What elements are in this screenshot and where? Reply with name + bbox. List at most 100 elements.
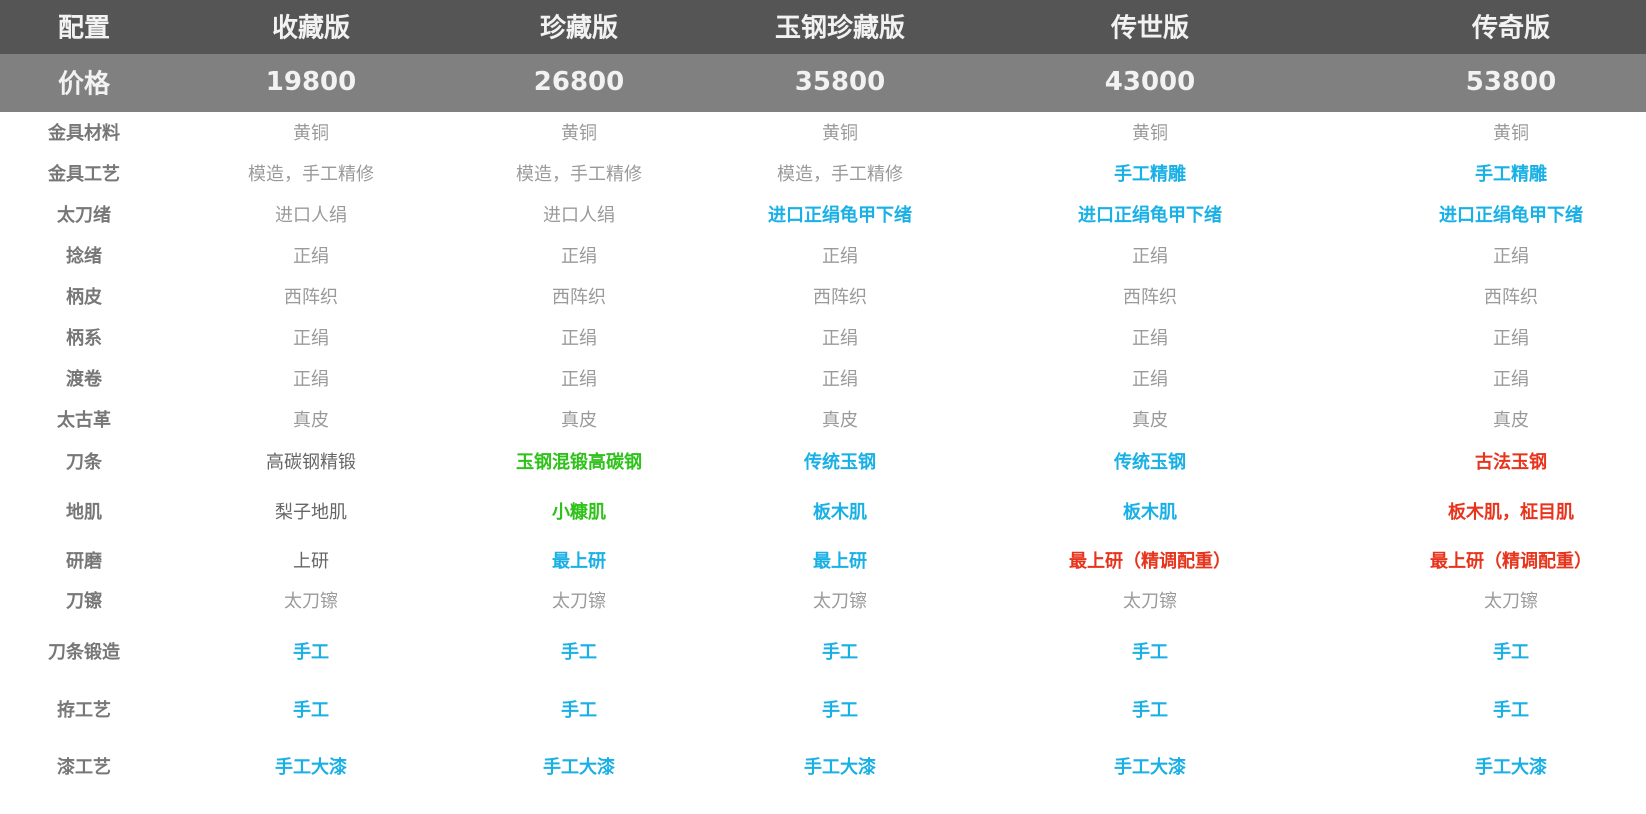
cell-value: 手工精雕: [1114, 164, 1186, 185]
cell-value: 手工: [293, 642, 329, 663]
cell-value: 模造，手工精修: [516, 164, 642, 185]
cell-value: 手工: [561, 642, 597, 663]
cell-value: 进口人绢: [543, 205, 615, 226]
row-label: 柄皮: [66, 287, 102, 308]
cell-value: 黄铜: [1493, 123, 1529, 144]
cell-value: 正绢: [293, 246, 329, 267]
cell-value: 正绢: [822, 246, 858, 267]
cell-value: 正绢: [1132, 369, 1168, 390]
cell-value: 黄铜: [1132, 123, 1168, 144]
cell-value: 上研: [293, 551, 329, 572]
cell-value: 手工精雕: [1475, 164, 1547, 185]
price-band: [0, 54, 1646, 112]
cell-value: 真皮: [822, 410, 858, 431]
cell-value: 正绢: [822, 328, 858, 349]
cell-value: 手工大漆: [804, 757, 876, 778]
price-cell: 26800: [533, 67, 625, 97]
cell-value: 模造，手工精修: [248, 164, 374, 185]
cell-value: 太刀镲: [813, 591, 867, 612]
row-label: 金具工艺: [48, 164, 120, 185]
cell-value: 黄铜: [293, 123, 329, 144]
cell-value: 古法玉钢: [1475, 452, 1547, 473]
cell-value: 西阵织: [284, 287, 338, 308]
row-label: 捻绪: [66, 246, 102, 267]
price-cell: 价格: [57, 69, 111, 100]
cell-value: 梨子地肌: [275, 502, 347, 523]
cell-value: 玉钢混锻高碳钢: [516, 452, 642, 473]
row-label: 刀镲: [66, 591, 102, 612]
cell-value: 正绢: [1132, 328, 1168, 349]
cell-value: 正绢: [1493, 369, 1529, 390]
cell-value: 板木肌，柾目肌: [1448, 502, 1574, 523]
row-label: 漆工艺: [57, 757, 111, 778]
cell-value: 手工: [1493, 642, 1529, 663]
cell-value: 最上研（精调配重）: [1069, 551, 1231, 572]
cell-value: 太刀镲: [552, 591, 606, 612]
cell-value: 最上研（精调配重）: [1430, 551, 1592, 572]
cell-value: 太刀镲: [284, 591, 338, 612]
cell-value: 板木肌: [813, 502, 867, 523]
header-cell: 玉钢珍藏版: [774, 13, 906, 44]
header-cell: 配置: [57, 13, 111, 44]
cell-value: 最上研: [552, 551, 606, 572]
cell-value: 手工: [822, 642, 858, 663]
cell-value: 传统玉钢: [804, 452, 876, 473]
cell-value: 板木肌: [1123, 502, 1177, 523]
header-cell: 传奇版: [1471, 13, 1551, 44]
cell-value: 进口正绢龟甲下绪: [768, 205, 912, 226]
row-label: 柄系: [66, 328, 102, 349]
cell-value: 手工: [1132, 700, 1168, 721]
cell-value: 手工大漆: [1475, 757, 1547, 778]
cell-value: 正绢: [561, 369, 597, 390]
row-label: 地肌: [66, 502, 102, 523]
row-label: 拵工艺: [57, 700, 111, 721]
cell-value: 手工: [822, 700, 858, 721]
cell-value: 正绢: [293, 328, 329, 349]
price-cell: 19800: [265, 67, 357, 97]
cell-value: 西阵织: [1484, 287, 1538, 308]
cell-value: 正绢: [1493, 328, 1529, 349]
cell-value: 正绢: [1132, 246, 1168, 267]
cell-value: 模造，手工精修: [777, 164, 903, 185]
cell-value: 正绢: [293, 369, 329, 390]
cell-value: 进口人绢: [275, 205, 347, 226]
cell-value: 手工大漆: [275, 757, 347, 778]
cell-value: 传统玉钢: [1114, 452, 1186, 473]
row-label: 太刀绪: [57, 205, 111, 226]
header-cell: 传世版: [1110, 13, 1190, 44]
cell-value: 正绢: [1493, 246, 1529, 267]
cell-value: 真皮: [1132, 410, 1168, 431]
cell-value: 真皮: [293, 410, 329, 431]
cell-value: 手工: [561, 700, 597, 721]
row-label: 刀条: [66, 452, 102, 473]
cell-value: 手工: [1132, 642, 1168, 663]
header-cell: 珍藏版: [539, 13, 619, 44]
row-label: 刀条锻造: [48, 642, 120, 663]
cell-value: 正绢: [561, 246, 597, 267]
cell-value: 西阵织: [1123, 287, 1177, 308]
cell-value: 正绢: [561, 328, 597, 349]
cell-value: 小糠肌: [552, 502, 606, 523]
cell-value: 手工: [1493, 700, 1529, 721]
cell-value: 真皮: [1493, 410, 1529, 431]
cell-value: 正绢: [822, 369, 858, 390]
cell-value: 手工: [293, 700, 329, 721]
row-label: 研磨: [66, 551, 102, 572]
cell-value: 进口正绢龟甲下绪: [1078, 205, 1222, 226]
cell-value: 太刀镲: [1123, 591, 1177, 612]
cell-value: 黄铜: [561, 123, 597, 144]
price-cell: 53800: [1465, 67, 1557, 97]
price-cell: 43000: [1104, 67, 1196, 97]
header-cell: 收藏版: [271, 13, 351, 44]
cell-value: 高碳钢精锻: [266, 452, 356, 473]
cell-value: 手工大漆: [1114, 757, 1186, 778]
cell-value: 太刀镲: [1484, 591, 1538, 612]
cell-value: 西阵织: [552, 287, 606, 308]
row-label: 渡卷: [66, 369, 102, 390]
cell-value: 黄铜: [822, 123, 858, 144]
cell-value: 进口正绢龟甲下绪: [1439, 205, 1583, 226]
cell-value: 真皮: [561, 410, 597, 431]
price-cell: 35800: [794, 67, 886, 97]
cell-value: 手工大漆: [543, 757, 615, 778]
